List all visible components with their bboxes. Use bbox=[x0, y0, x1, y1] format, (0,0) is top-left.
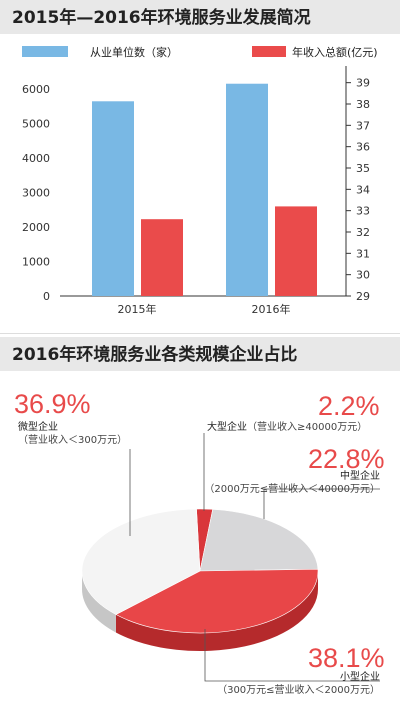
legend-label-revenue: 年收入总额(亿元) bbox=[292, 45, 378, 59]
bar-revenue-2 bbox=[275, 206, 317, 296]
y-left-tick-label: 0 bbox=[43, 290, 50, 303]
bar-units-2 bbox=[226, 83, 268, 296]
pie-slice-4 bbox=[81, 508, 201, 615]
y-right-tick-label: 30 bbox=[356, 269, 370, 282]
bar-chart-title: 2015年—2016年环境服务业发展简况 bbox=[0, 0, 400, 34]
y-right-tick-label: 32 bbox=[356, 226, 370, 239]
y-left-tick-label: 2000 bbox=[22, 221, 50, 234]
category-label-small: 小型企业 （300万元≤营业收入＜2000万元） bbox=[199, 672, 380, 697]
bar-units-1 bbox=[92, 101, 134, 297]
y-right-tick-label: 31 bbox=[356, 247, 370, 260]
y-left-tick-label: 6000 bbox=[22, 83, 50, 96]
section-divider bbox=[0, 333, 400, 334]
category-label-large: 大型企业（营业收入≥40000万元） bbox=[207, 422, 367, 435]
pie-depth-3 bbox=[115, 571, 318, 651]
category-name-medium: 中型企业 bbox=[340, 471, 380, 482]
category-name-micro: 微型企业 bbox=[18, 422, 58, 433]
pct-label-large: 2.2% bbox=[318, 391, 380, 421]
pie-slice-2 bbox=[199, 509, 319, 572]
pie-chart-title: 2016年环境服务业各类规模企业占比 bbox=[0, 337, 400, 371]
category-condition-micro: （营业收入＜300万元） bbox=[18, 434, 128, 446]
x-tick-label: 2016年 bbox=[252, 302, 291, 316]
bar-revenue-1 bbox=[141, 219, 183, 296]
y-right-tick-label: 39 bbox=[356, 77, 370, 90]
x-tick-label: 2015年 bbox=[118, 302, 157, 316]
legend-label-units: 从业单位数（家） bbox=[90, 45, 178, 59]
y-right-tick-label: 38 bbox=[356, 98, 370, 111]
pct-label-small: 38.1% bbox=[308, 643, 385, 673]
y-right-tick-label: 29 bbox=[356, 290, 370, 303]
y-left-tick-label: 1000 bbox=[22, 256, 50, 269]
category-condition-large: （营业收入≥40000万元） bbox=[247, 422, 368, 433]
y-right-tick-label: 33 bbox=[356, 205, 370, 218]
y-right-tick-label: 34 bbox=[356, 183, 370, 196]
y-left-tick-label: 3000 bbox=[22, 187, 50, 200]
bar-chart: 从业单位数（家） 年收入总额(亿元) 2015年 2016年 0 1000 2000 3… bbox=[22, 45, 378, 316]
category-condition-medium: （2000万元≤营业收入＜40000万元） bbox=[204, 483, 380, 495]
category-name-large: 大型企业 bbox=[207, 422, 247, 433]
pct-label-micro: 36.9% bbox=[14, 389, 91, 419]
leader-line-3 bbox=[263, 488, 380, 519]
pie-chart bbox=[81, 433, 380, 682]
y-right-tick-label: 37 bbox=[356, 119, 370, 132]
leader-line-4 bbox=[204, 629, 380, 682]
category-label-micro: 微型企业 （营业收入＜300万元） bbox=[18, 422, 127, 447]
y-left-tick-label: 4000 bbox=[22, 152, 50, 165]
category-condition-small: （300万元≤营业收入＜2000万元） bbox=[217, 684, 380, 696]
pie-slice-3 bbox=[115, 568, 319, 634]
legend-swatch-revenue bbox=[252, 46, 286, 57]
y-left-tick-label: 5000 bbox=[22, 118, 50, 131]
y-right-tick-label: 35 bbox=[356, 162, 370, 175]
y-right-tick-label: 36 bbox=[356, 141, 370, 154]
category-name-small: 小型企业 bbox=[340, 672, 380, 683]
pct-label-medium: 22.8% bbox=[308, 444, 385, 474]
category-label-medium: 中型企业 （2000万元≤营业收入＜40000万元） bbox=[199, 471, 380, 496]
pie-depth-4 bbox=[82, 571, 116, 633]
legend-swatch-units bbox=[22, 46, 68, 57]
